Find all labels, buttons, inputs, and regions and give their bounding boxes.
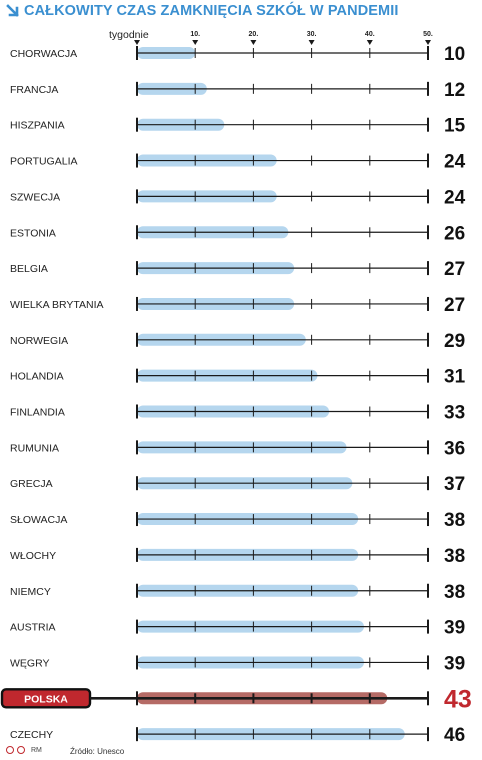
value-label: 36 (444, 438, 465, 459)
value-label: 26 (444, 223, 465, 244)
country-label: FINLANDIA (10, 407, 65, 419)
value-label: 46 (444, 725, 465, 746)
publisher-logo: RM (6, 746, 42, 754)
country-label: WĘGRY (10, 657, 49, 669)
country-label: ESTONIA (10, 227, 56, 239)
country-label: HISZPANIA (10, 120, 65, 132)
chart-title: CAŁKOWITY CZAS ZAMKNIĘCIA SZKÓŁ W PANDEM… (6, 2, 398, 20)
tick-label: 40. (365, 31, 375, 38)
country-label: RUMUNIA (10, 442, 59, 454)
country-label: HOLANDIA (10, 371, 64, 383)
value-label: 31 (444, 367, 466, 388)
arrow-down-right-icon (6, 4, 19, 17)
value-label: 29 (444, 331, 465, 352)
country-label: PORTUGALIA (10, 156, 78, 168)
tick-marker (308, 40, 315, 45)
country-label: FRANCJA (10, 84, 58, 96)
country-label: CZECHY (10, 729, 53, 741)
value-label: 38 (444, 546, 465, 567)
value-label: 33 (444, 403, 465, 424)
tick-label: 10. (190, 31, 200, 38)
value-label: 12 (444, 80, 465, 101)
axis-unit-label: tygodnie (109, 29, 149, 41)
tick-label: 20. (249, 31, 259, 38)
value-label: 24 (444, 152, 466, 173)
tick-label: 30. (307, 31, 317, 38)
country-label: NORWEGIA (10, 335, 68, 347)
country-label: WIELKA BRYTANIA (10, 299, 104, 311)
country-label: POLSKA (24, 693, 68, 705)
country-label: WŁOCHY (10, 550, 56, 562)
tick-marker (366, 40, 373, 45)
value-label: 39 (444, 653, 465, 674)
value-label: 38 (444, 582, 465, 603)
tick-marker (425, 40, 431, 45)
value-label: 43 (444, 685, 472, 713)
country-label: SZWECJA (10, 191, 60, 203)
value-label: 10 (444, 44, 465, 65)
tick-label: 50. (423, 31, 433, 38)
value-label: 38 (444, 510, 465, 531)
value-label: 27 (444, 259, 465, 280)
tick-marker (134, 40, 140, 45)
country-label: SŁOWACJA (10, 514, 67, 526)
country-label: CHORWACJA (10, 48, 77, 60)
tick-marker (250, 40, 257, 45)
title-text: CAŁKOWITY CZAS ZAMKNIĘCIA SZKÓŁ W PANDEM… (24, 3, 399, 19)
source-note: Źródło: Unesco (70, 747, 125, 756)
value-label: 37 (444, 474, 465, 495)
logo-circle-icon (17, 746, 25, 754)
value-label: 27 (444, 295, 465, 316)
logo-text: RM (31, 746, 42, 754)
value-label: 39 (444, 618, 465, 639)
tick-marker (192, 40, 199, 45)
value-label: 15 (444, 116, 466, 137)
country-label: BELGIA (10, 263, 48, 275)
country-label: NIEMCY (10, 586, 51, 598)
value-label: 24 (444, 187, 466, 208)
country-label: AUSTRIA (10, 622, 56, 634)
country-label: GRECJA (10, 478, 53, 490)
logo-circle-icon (6, 746, 14, 754)
